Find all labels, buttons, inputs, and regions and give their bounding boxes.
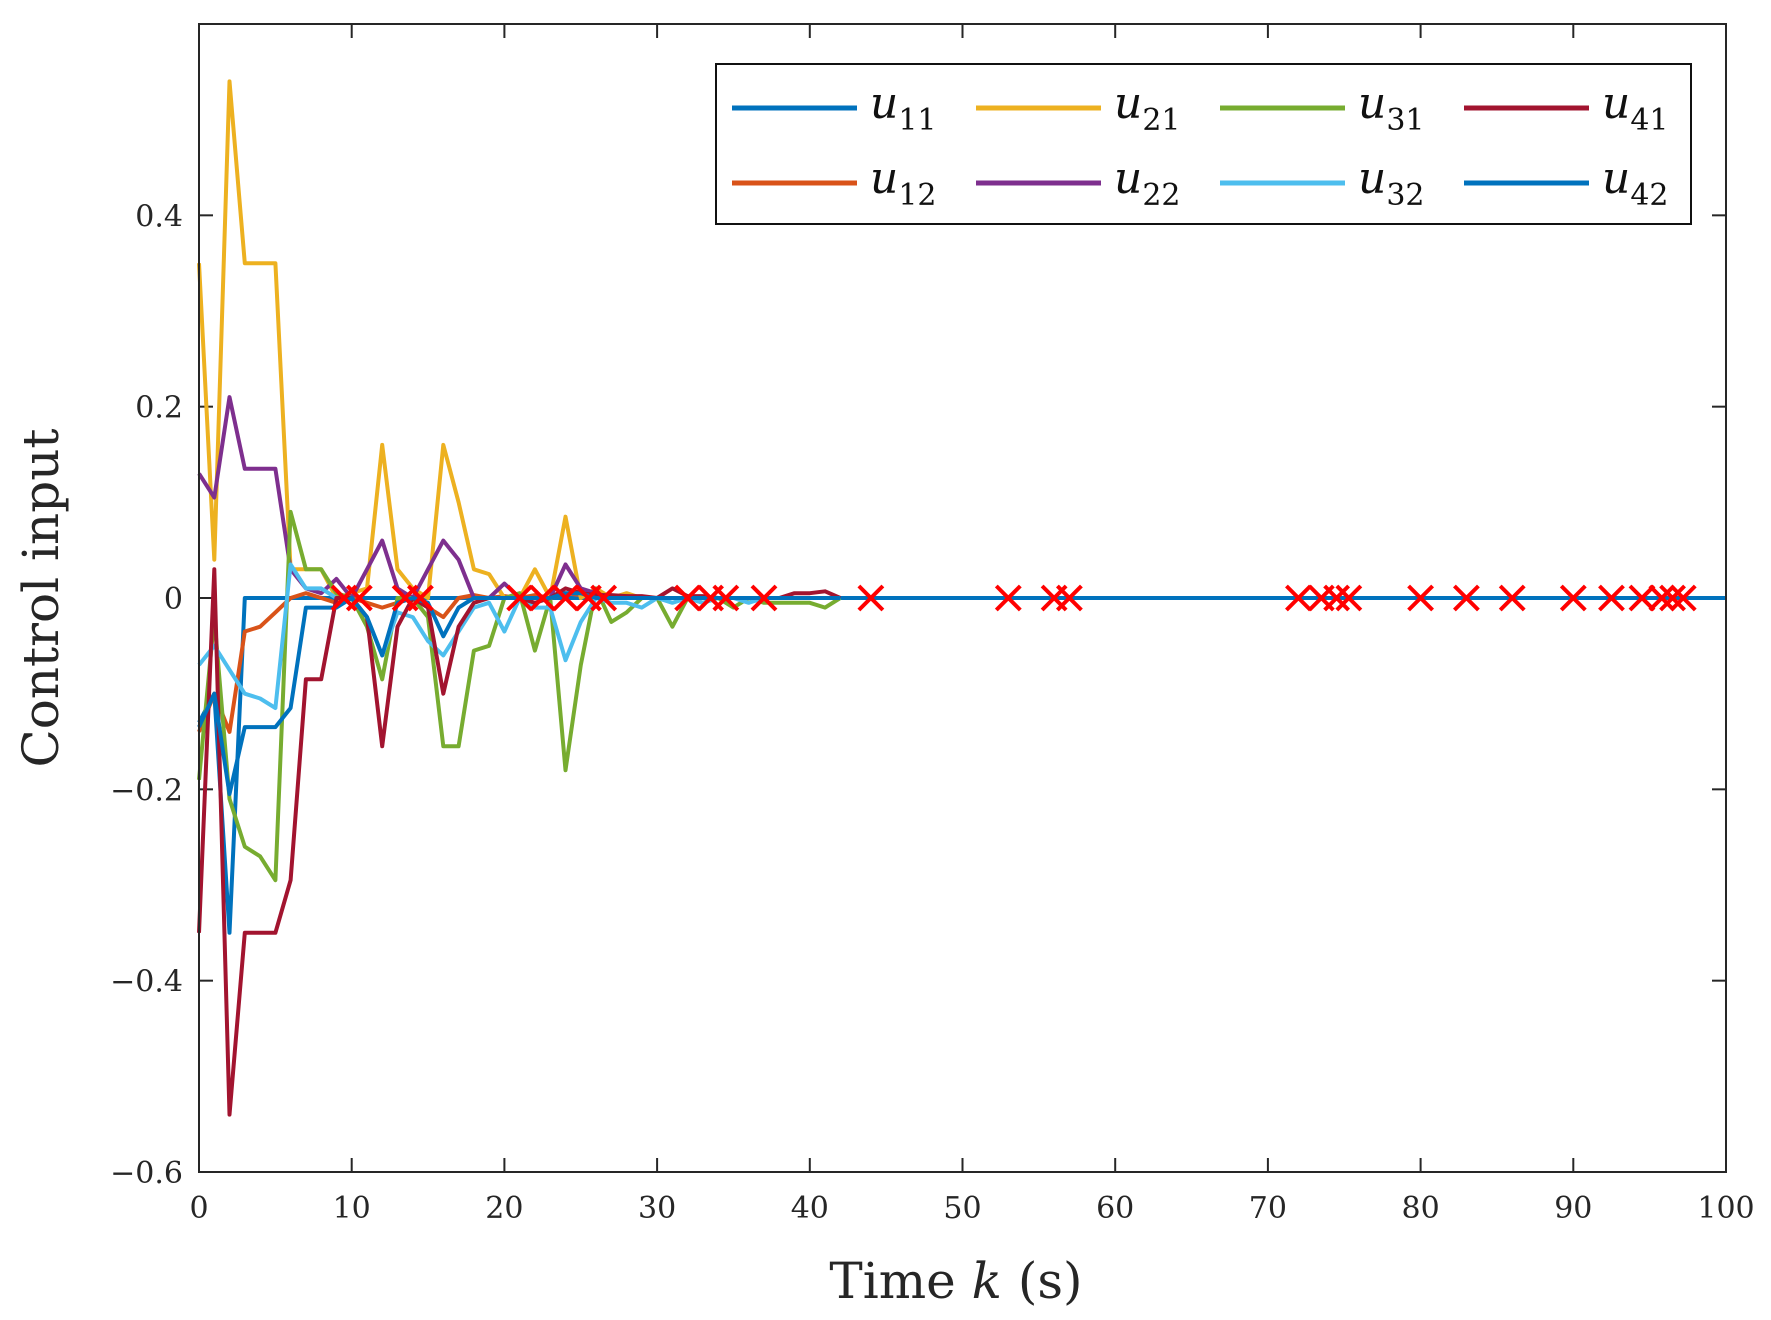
x-tick-label: 10 — [333, 1191, 371, 1226]
event-marker — [1407, 584, 1435, 612]
x-tick-label: 50 — [943, 1191, 981, 1226]
event-marker — [1628, 584, 1656, 612]
legend-label-u22: u22 — [1114, 153, 1181, 213]
event-marker — [1335, 584, 1363, 612]
y-tick-label: −0.6 — [110, 1156, 183, 1191]
event-marker — [407, 584, 434, 612]
legend-label-u41: u41 — [1602, 78, 1669, 138]
y-tick-label: 0 — [164, 582, 183, 617]
legend-entry-u21: u21 — [976, 78, 1181, 138]
plot-frame — [198, 23, 1727, 1173]
event-marker — [674, 584, 702, 612]
event-marker — [1598, 584, 1625, 612]
event-marker — [1648, 584, 1676, 612]
x-tick-label: 80 — [1402, 1191, 1440, 1226]
event-marker — [994, 584, 1022, 612]
x-axis-title: Time k (s) — [829, 1252, 1082, 1310]
legend-entry-u12: u12 — [732, 153, 937, 213]
event-marker — [1559, 584, 1587, 612]
legend-label-u21: u21 — [1114, 78, 1181, 138]
x-tick-label: 40 — [791, 1191, 829, 1226]
x-axis-title-suffix: (s) — [1002, 1252, 1083, 1310]
legend-entry-u42: u42 — [1464, 153, 1669, 213]
legend-entry-u11: u11 — [732, 78, 937, 138]
legend-entry-u22: u22 — [976, 153, 1181, 213]
legend-entry-u32: u32 — [1220, 153, 1425, 213]
event-marker — [1285, 584, 1312, 612]
ticks: 0 10 20 30 40 50 60 70 80 90 100 −0.6 −0.4 −0.2 0 0.2 0.… — [110, 24, 1755, 1226]
event-marker — [590, 584, 618, 612]
x-tick-label: 100 — [1697, 1191, 1754, 1226]
event-marker — [529, 584, 556, 612]
legend-label-u31: u31 — [1358, 78, 1425, 138]
x-tick-label: 30 — [638, 1191, 676, 1226]
x-axis-title-prefix: Time — [829, 1252, 971, 1310]
event-marker — [1323, 584, 1351, 612]
x-tick-label: 60 — [1096, 1191, 1134, 1226]
x-tick-label: 20 — [485, 1191, 523, 1226]
legend-label-u11: u11 — [870, 78, 937, 138]
y-tick-label: 0.4 — [135, 199, 183, 234]
event-marker — [1669, 584, 1697, 612]
event-marker — [1498, 584, 1526, 612]
legend-entry-u41: u41 — [1464, 78, 1669, 138]
legend-box — [715, 63, 1692, 225]
event-marker — [750, 584, 778, 612]
x-tick-label: 70 — [1249, 1191, 1287, 1226]
y-axis-title: Control input — [12, 428, 70, 767]
legend-label-u42: u42 — [1602, 153, 1669, 213]
legend-label-u12: u12 — [870, 153, 937, 213]
event-marker — [552, 584, 579, 612]
y-tick-label: −0.2 — [110, 773, 183, 808]
event-marker — [857, 584, 885, 612]
x-tick-label: 90 — [1554, 1191, 1592, 1226]
legend: u11 u21 u31 u41 u12 u22 u32 u42 — [715, 63, 1692, 225]
legend-label-u32: u32 — [1358, 153, 1425, 213]
legend-entry-u31: u31 — [1220, 78, 1425, 138]
event-marker — [1055, 584, 1083, 612]
x-tick-label: 0 — [189, 1191, 208, 1226]
x-axis-title-var: k — [972, 1252, 1002, 1310]
event-marker — [506, 584, 534, 612]
event-markers — [330, 584, 1697, 612]
event-marker — [1452, 584, 1480, 612]
event-marker — [345, 584, 373, 612]
y-tick-label: −0.4 — [110, 965, 183, 1000]
event-marker — [712, 584, 740, 612]
event-marker — [1659, 584, 1686, 612]
y-tick-label: 0.2 — [135, 391, 183, 426]
